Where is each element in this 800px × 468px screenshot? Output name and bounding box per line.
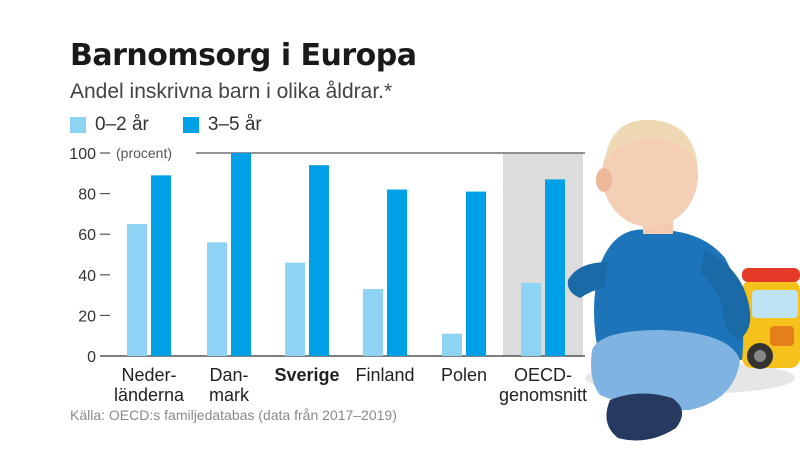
bar-dark-4	[466, 191, 486, 356]
pants	[591, 330, 740, 411]
category-label: mark	[209, 385, 250, 405]
y-tick-label: 20	[78, 308, 96, 325]
chart-subtitle: Andel inskrivna barn i olika åldrar.*	[70, 80, 393, 103]
bar-light-4	[442, 333, 462, 356]
legend-swatch-light	[70, 117, 86, 133]
bar-dark-2	[309, 165, 329, 356]
category-labels: Neder-länderna Dan-mark Sverige Finland Pole…	[114, 365, 587, 405]
toy-truck-icon	[742, 268, 800, 369]
chart-legend: 0–2 år 3–5 år	[70, 114, 296, 136]
legend-label-0-2: 0–2 år	[95, 114, 149, 135]
shoe	[606, 393, 683, 441]
category-label: genomsnitt	[499, 385, 587, 405]
bar-dark-3	[387, 189, 407, 356]
category-label: Polen	[441, 365, 487, 385]
legend-swatch-dark	[182, 117, 199, 133]
bar-light-1	[207, 242, 227, 356]
highlight-band-layer	[503, 153, 583, 356]
bar-light-5	[521, 282, 541, 356]
bar-dark-0	[151, 175, 171, 356]
chart-title: Barnomsorg i Europa	[70, 38, 417, 73]
bar-light-2	[285, 262, 305, 356]
y-unit-label: (procent)	[116, 145, 172, 161]
category-label: Finland	[355, 365, 414, 385]
legend-item-0-2: 0–2 år	[70, 114, 149, 136]
y-tick-label: 80	[78, 187, 96, 204]
bar-dark-5	[545, 179, 565, 356]
bar-light-3	[363, 289, 383, 356]
category-label: Sverige	[274, 365, 339, 385]
legend-item-3-5: 3–5 år	[182, 114, 262, 136]
category-label: Neder-	[121, 365, 176, 385]
highlight-band	[503, 153, 583, 356]
y-tick-label: 40	[78, 268, 96, 285]
y-tick-label: 0	[87, 349, 96, 366]
category-label: Dan-	[209, 365, 248, 385]
y-axis: 0 20 40 60 80 100 (procent)	[69, 145, 585, 366]
y-tick-label: 100	[69, 146, 96, 163]
bar-light-0	[127, 224, 147, 356]
legend-label-3-5: 3–5 år	[207, 114, 262, 135]
head	[602, 123, 698, 227]
baby-with-toy-illustration	[567, 119, 800, 441]
bar-dark-1	[231, 153, 251, 356]
y-tick-label: 60	[78, 227, 96, 244]
source-note: Källa: OECD:s familjedatabas (data från …	[70, 407, 397, 423]
category-label: länderna	[114, 385, 185, 405]
bars	[127, 153, 565, 356]
category-label: OECD-	[514, 365, 572, 385]
